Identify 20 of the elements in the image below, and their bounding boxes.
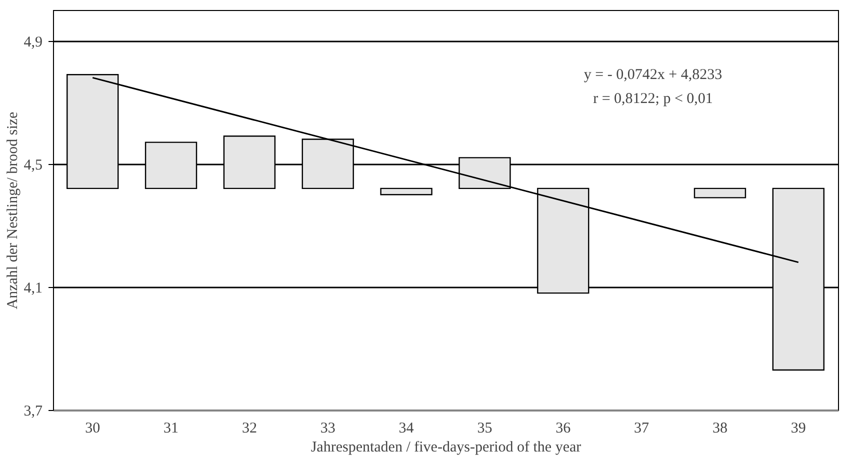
y-axis-title: Anzahl der Nestlinge/ brood size: [4, 111, 21, 310]
y-tick-label: 4,9: [24, 34, 42, 50]
y-tick-label: 3,7: [24, 404, 43, 420]
y-tick-label: 4,5: [24, 157, 42, 174]
x-tick-label: 37: [634, 420, 650, 436]
x-tick-label: 34: [398, 420, 414, 436]
x-axis-title: Jahrespentaden / five-days-period of the year: [310, 440, 582, 456]
x-tick-label: 36: [556, 420, 572, 436]
x-tick-label: 38: [712, 420, 728, 436]
bar: [380, 188, 432, 196]
x-tick-label: 39: [790, 420, 806, 436]
y-tick-label: 4,1: [24, 280, 42, 296]
x-tick-label: 33: [320, 420, 336, 436]
x-tick-label: 32: [242, 420, 257, 436]
x-tick-label: 31: [164, 420, 179, 436]
annotation: r = 0,8122; p < 0,01: [593, 91, 713, 107]
x-tick-label: 35: [477, 420, 492, 436]
x-tick-label: 30: [85, 420, 100, 436]
annotation: y = - 0,0742x + 4,8233: [584, 67, 722, 83]
bar: [694, 188, 746, 198]
